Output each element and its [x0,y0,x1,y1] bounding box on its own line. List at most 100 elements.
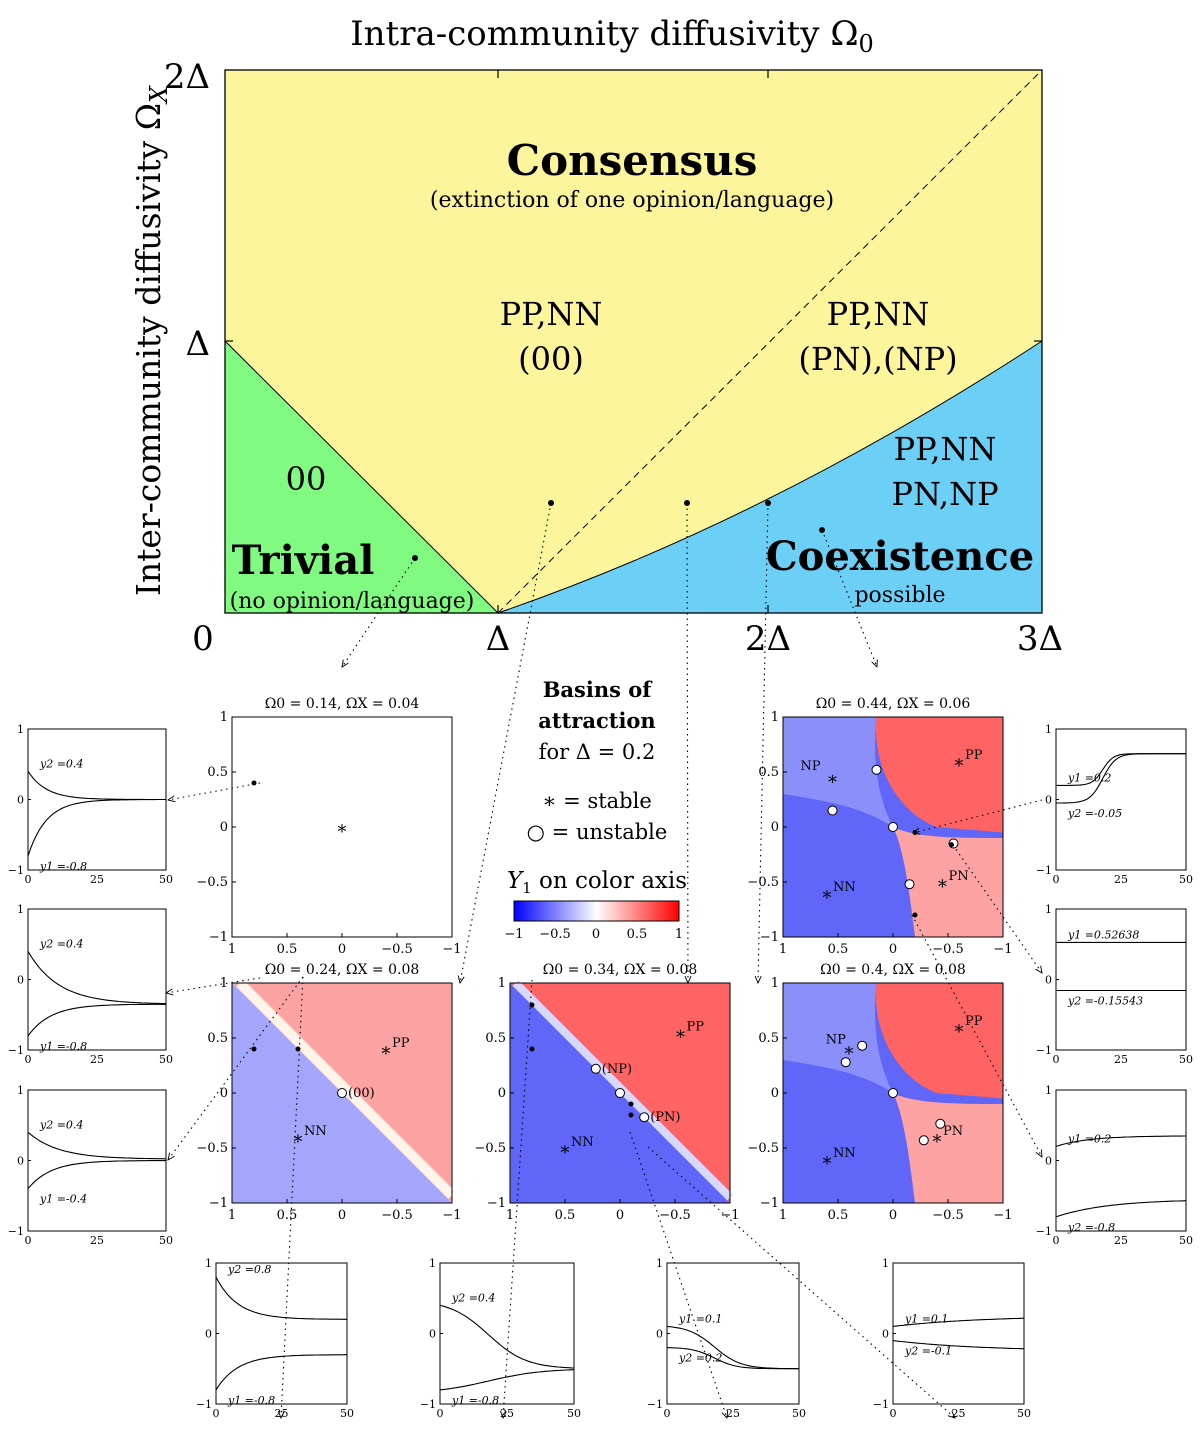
basin-ytick: −1 [209,930,228,945]
trajectory-ytick: 0 [1045,974,1052,987]
trajectory-frame [27,908,167,1051]
stable-point: ∗ [953,1018,965,1039]
trajectory-curve [27,1003,166,1037]
trajectory-xtick: 25 [1114,873,1128,886]
legend-stable: ∗ = stable [542,789,652,813]
trajectory-xtick: 50 [1017,1407,1031,1420]
unstable-point [904,879,915,890]
trajectory-label: y1 =0.52638 [1067,928,1139,941]
trajectory-ytick: 1 [429,1257,436,1270]
basin-ytick: −1 [209,1196,228,1211]
basin-ytick: 0.5 [485,1031,506,1046]
basin-panel: Ω0 = 0.24, ΩX = 0.08 1 1 0.5 0.5 0 0 −0.5 −0.5 −1… [196,962,461,1223]
initial-condition [295,1046,301,1052]
basin-xtick: −0.5 [659,1208,691,1223]
trajectory-frame [439,1262,575,1405]
basin-ytick: −1 [760,930,779,945]
trajectory-xtick: 25 [500,1407,514,1420]
fixed-point-label: NP [800,759,820,774]
trajectory-ytick: 0 [205,1328,212,1341]
consensus-fixed-points-1b: (00) [518,340,584,378]
main-title: Intra-community diffusivity Ω0 [350,14,874,58]
unstable-point [840,1057,851,1068]
axis-ticks [225,70,1042,613]
colorbar [513,900,680,922]
trajectory-ytick: −1 [1036,864,1052,877]
stable-point: ∗ [380,1040,392,1061]
xtick-3delta: 3Δ [1017,619,1063,659]
basin-xtick: −0.5 [381,1208,413,1223]
trajectory-label: y2 =0.4 [39,937,83,950]
legend-line1: Basins of [543,677,654,702]
basin-xtick: 0 [889,942,897,957]
basin-xtick: 1 [228,942,236,957]
trajectory-xtick: 25 [275,1407,289,1420]
basin-ytick: 0 [220,1086,228,1101]
basin-ytick: −0.5 [474,1141,506,1156]
coexistence-subtitle: possible [854,583,945,608]
trajectory-frame [892,1262,1025,1405]
basin-ytick: 1 [771,710,779,725]
trajectory-label: y2 =-0.8 [1067,1221,1115,1234]
basin-xtick: 1 [228,1208,236,1223]
trajectory-ytick: 1 [882,1257,889,1270]
trajectory-frame [27,1089,167,1232]
initial-condition [912,912,918,918]
trajectory-xtick: 25 [90,1234,104,1247]
stable-point: ∗ [953,752,965,773]
trajectory-label: y2 =0.4 [39,1118,83,1131]
trajectory-label: y1 =-0.4 [39,1193,87,1206]
trivial-boundary [224,340,499,614]
trajectory-ytick: 0 [1045,1155,1052,1168]
unstable-point [615,1088,625,1098]
trajectory-curve [215,1276,347,1320]
basin-xtick: −1 [993,1208,1012,1223]
trajectory-ytick: 1 [17,903,24,916]
trajectory-curve [666,1347,799,1370]
trajectory-curve [1056,753,1186,804]
trajectory-label: y1 =-0.8 [451,1394,499,1407]
legend-unstable: ○ = unstable [527,820,668,844]
trajectory-label: y2 =0.2 [678,1352,722,1365]
trajectory-curve [27,1160,166,1190]
basin-xtick: −0.5 [932,1208,964,1223]
trajectory-xtick: 0 [890,1407,897,1420]
trajectory-xtick: 50 [159,1234,173,1247]
basin-panel-title: Ω0 = 0.34, ΩX = 0.08 [543,962,698,978]
fixed-point-label: PP [965,748,983,763]
basin-xtick: 1 [506,1208,514,1223]
basin-panel: Ω0 = 0.34, ΩX = 0.08 1 1 0.5 0.5 0 0 −0.5 −0.5 −1… [474,962,739,1223]
legend-line3: for Δ = 0.2 [539,740,656,764]
fixed-point-label: (00) [348,1086,375,1101]
trajectory-ytick: 0 [17,974,24,987]
fixed-point-label: PP [392,1036,410,1051]
trajectory-xtick: 50 [1179,1053,1193,1066]
trivial-title: Trivial [232,537,375,584]
unstable-point [857,1040,868,1051]
trajectory-label: y2 =0.4 [39,757,83,770]
basin-panels: Ω0 = 0.14, ΩX = 0.04110.50.500−0.5−0.5−1… [196,696,1012,1223]
colorbar-ticks: −1 −0.5 0 0.5 1 [504,927,683,942]
basin-panel-title: Ω0 = 0.24, ΩX = 0.08 [265,962,420,978]
initial-condition [529,1002,535,1008]
trajectory-xtick: 0 [1053,873,1060,886]
basin-xtick: 0.5 [277,942,298,957]
trajectory-curve [215,1354,347,1391]
y-axis-label: Inter-community diffusivity ΩX [129,85,173,596]
trajectory-xtick: 50 [159,1053,173,1066]
ytick-2delta: 2Δ [164,57,210,97]
basin-xtick: 0 [338,1208,346,1223]
basin-xtick: 0.5 [555,1208,576,1223]
svg-text:1: 1 [675,927,683,942]
unstable-point [639,1112,650,1123]
trajectory-curve [27,1131,166,1160]
svg-text:0.5: 0.5 [627,927,648,942]
basin-xtick: 0.5 [828,942,849,957]
trajectory-frame [1055,1089,1187,1232]
trajectory-ytick: −1 [8,1225,24,1238]
fixed-point-label: (PN) [650,1110,680,1125]
unstable-point [888,822,898,832]
